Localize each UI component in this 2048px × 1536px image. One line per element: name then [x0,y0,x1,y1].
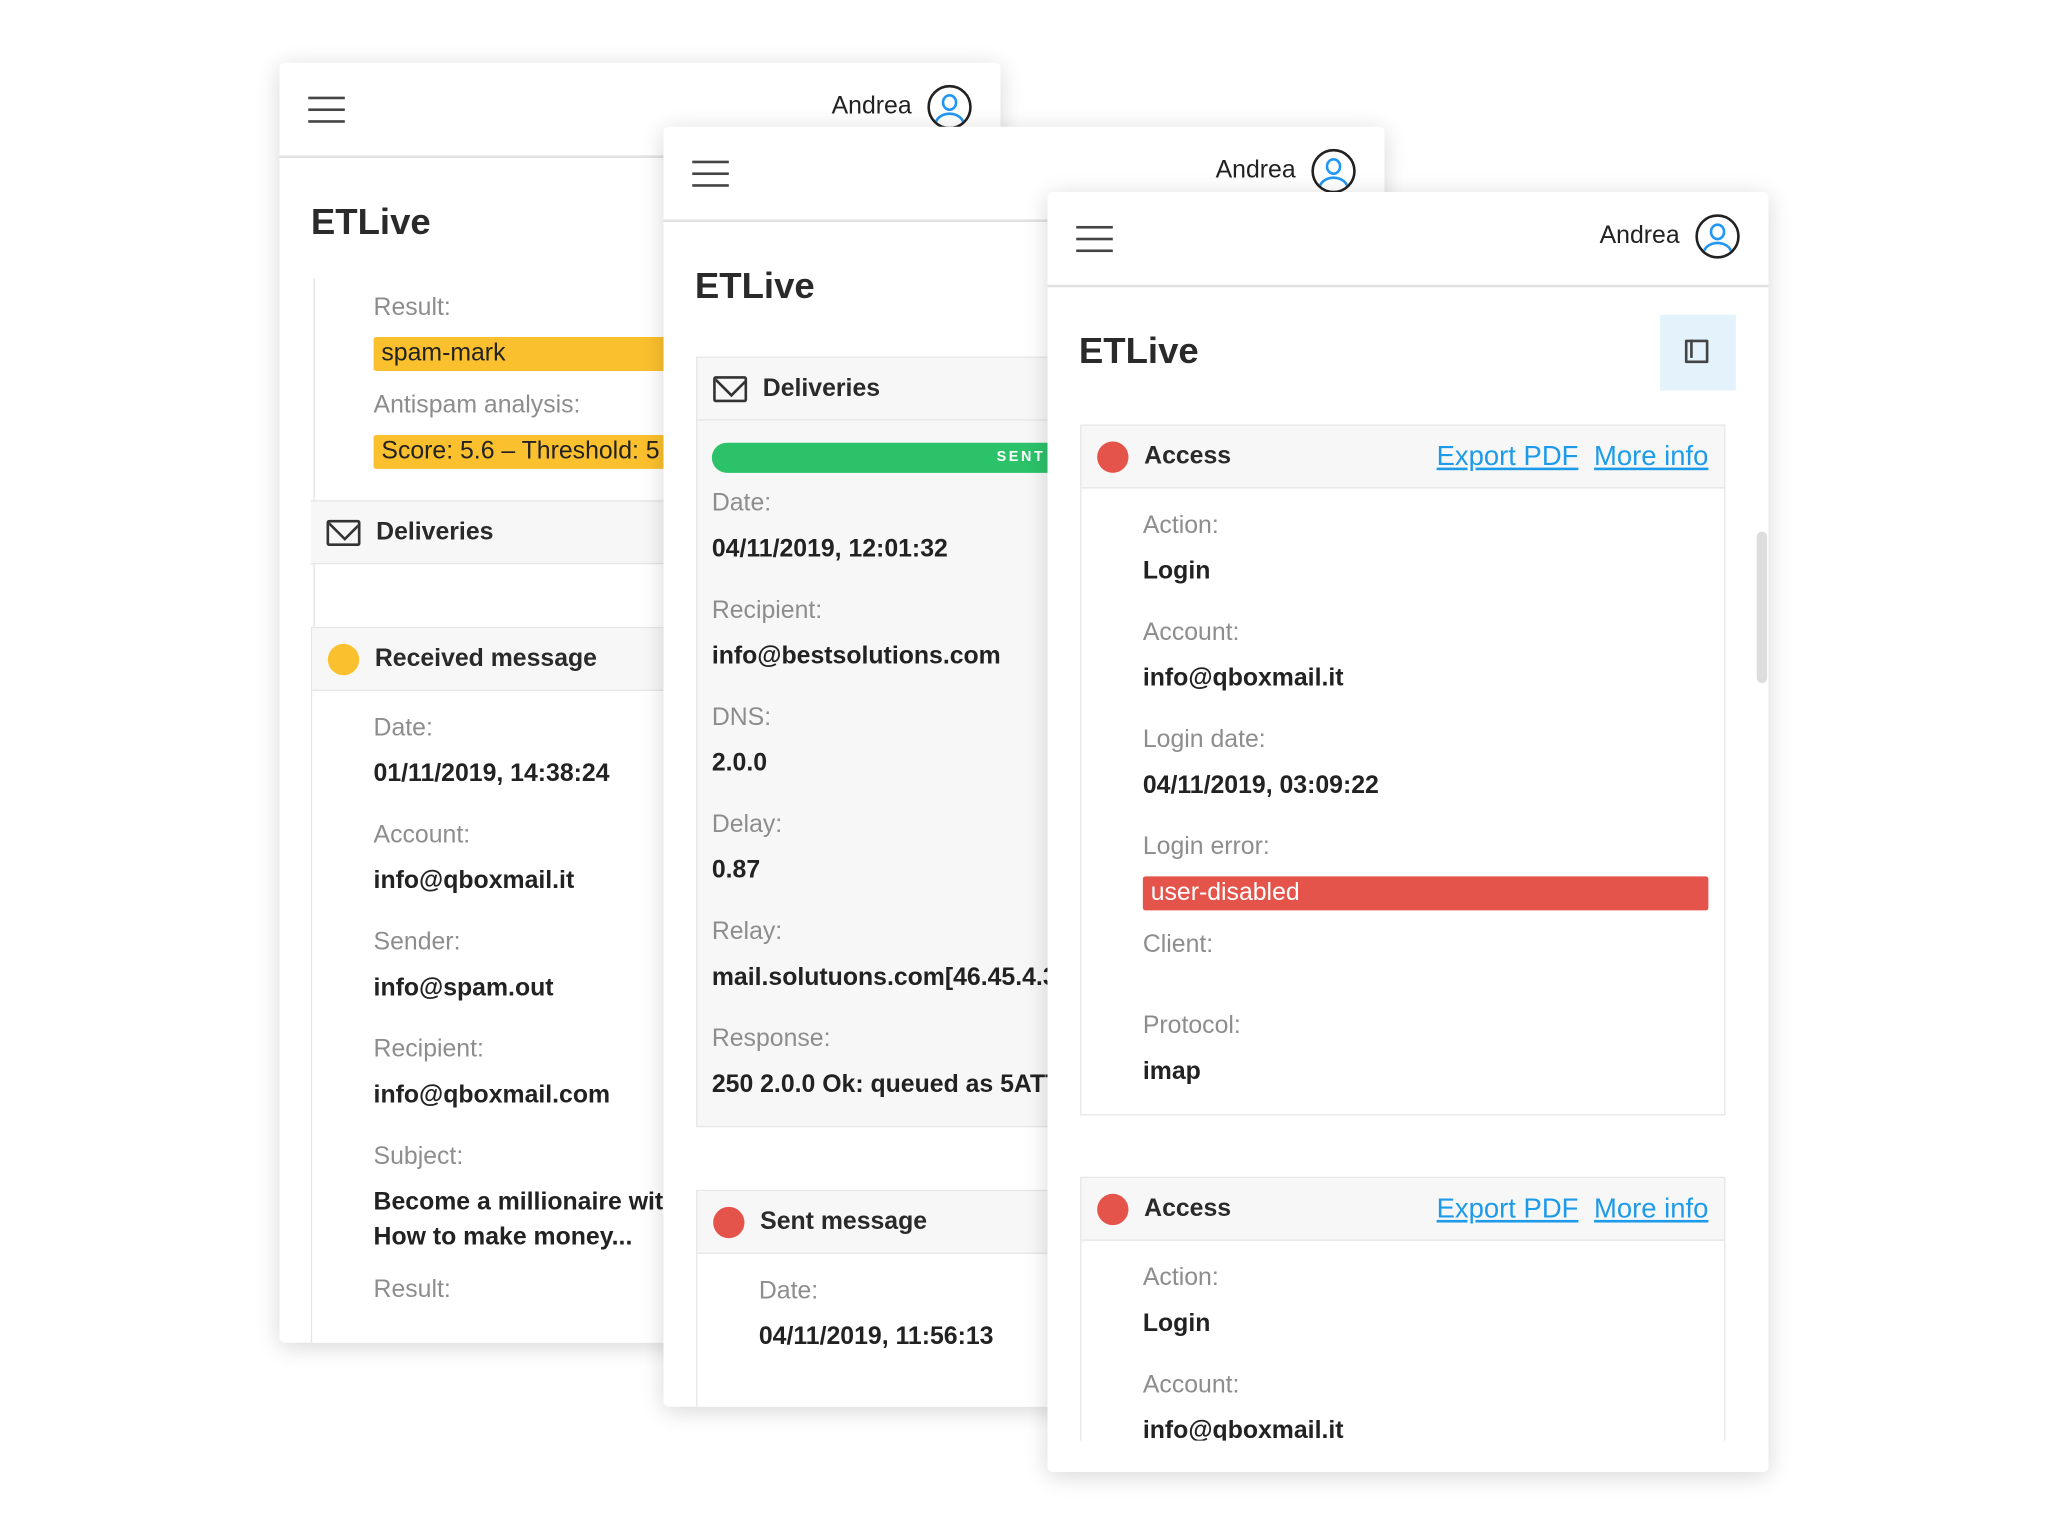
status-label: SENT [996,449,1046,465]
app-header: Andrea [279,63,1001,159]
field-label: Client: [1142,931,1214,959]
card-title: Received message [374,644,597,672]
status-dot [1097,1193,1129,1225]
field-value: 0.87 [711,856,761,885]
user-menu[interactable]: Andrea [1599,214,1740,259]
field-value [1143,965,1709,991]
field-label: Recipient: [711,596,823,625]
envelope-icon [326,519,361,546]
field-label: Protocol: [1142,1012,1241,1040]
field-value: 2.0.0 [711,749,768,778]
page-title: ETLive [310,201,431,242]
user-circle-icon[interactable] [1695,214,1740,259]
field-value: Login [1142,557,1211,586]
field-label: Account: [1142,619,1240,647]
field-label: Date: [758,1277,819,1305]
user-menu[interactable]: Andrea [831,84,972,130]
panel-access: Andrea ETLive Access Export PDF More inf… [1047,191,1769,1472]
card-title: Access [1144,1194,1232,1222]
page-title: ETLive [1078,330,1199,371]
field-label: Relay: [711,918,783,946]
page-title: ETLive [694,265,815,306]
field-label: Login date: [1142,726,1266,754]
export-pdf-link[interactable]: Export PDF [1436,440,1579,471]
login-error-badge: user-disabled [1142,876,1709,911]
access-card: Access Export PDF More info Action: Logi… [1080,424,1726,1116]
hamburger-icon[interactable] [1076,225,1113,253]
field-label: Date: [711,489,772,518]
export-pdf-link[interactable]: Export PDF [1436,1193,1579,1224]
user-circle-icon[interactable] [927,84,972,130]
field-label: Recipient: [373,1035,484,1064]
more-info-link[interactable]: More info [1594,440,1709,471]
field-value: 250 2.0.0 Ok: queued as 5ATT5 [711,1071,1075,1099]
scrollbar[interactable] [1756,531,1768,684]
field-label: Result: [373,293,451,322]
field-label: Login error: [1142,833,1270,861]
field-label: Response: [711,1025,831,1053]
delivery-fields: Date: 04/11/2019, 12:01:32 Recipient: in… [712,485,1074,1128]
field-label: DNS: [711,703,772,732]
hamburger-icon[interactable] [308,96,345,123]
field-label: Date: [373,714,433,742]
field-value: info@qboxmail.it [373,867,575,895]
field-value: Login [1142,1310,1211,1338]
more-info-link[interactable]: More info [1594,1193,1709,1224]
subject-value: Become a millionaire with How to make mo… [374,1177,679,1255]
user-name: Andrea [1215,156,1296,185]
user-name: Andrea [1599,222,1680,250]
book-icon [1684,339,1709,364]
field-label: Account: [373,821,471,849]
field-value: info@spam.out [373,974,554,1002]
guide-button[interactable] [1660,314,1736,391]
field-value: info@bestsolutions.com [711,642,1001,671]
status-dot [1097,440,1129,473]
field-value: mail.solutuons.com[46.45.4.3 [711,963,1057,992]
field-label: Subject: [373,1142,464,1171]
user-circle-icon[interactable] [1311,148,1356,194]
field-label: Sender: [373,928,461,957]
deliveries-label: Deliveries [376,517,494,546]
field-label: Account: [1142,1371,1240,1399]
app-header: Andrea [1047,192,1769,288]
field-label: Action: [1142,511,1219,540]
user-menu[interactable]: Andrea [1215,148,1356,194]
card-title: Access [1144,442,1232,470]
deliveries-label: Deliveries [762,374,881,402]
field-label: Antispam analysis: [373,391,581,420]
field-value: imap [1142,1057,1201,1086]
field-value: 04/11/2019, 11:56:13 [758,1323,994,1351]
subject-line: How to make money... [373,1223,633,1252]
field-value: info@qboxmail.it [1142,1417,1344,1441]
field-value: info@qboxmail.com [373,1081,611,1109]
card-title: Sent message [760,1207,928,1235]
field-label: Delay: [711,811,783,839]
status-dot [327,643,360,675]
app-header: Andrea [663,127,1385,223]
scroll-content: ETLive Access Export PDF More info Actio… [1048,287,1769,1441]
status-dot [713,1206,745,1238]
user-name: Andrea [831,92,912,121]
field-label: Result: [373,1276,451,1304]
subject-line: Become a millionaire with [373,1188,679,1216]
hamburger-icon[interactable] [692,160,729,187]
field-value: 04/11/2019, 12:01:32 [711,535,948,563]
access-card: Access Export PDF More info Action: Logi… [1080,1176,1726,1441]
field-value: 04/11/2019, 03:09:22 [1142,771,1379,800]
field-label: Action: [1142,1264,1219,1292]
envelope-icon [713,375,748,402]
field-value: 01/11/2019, 14:38:24 [373,760,610,788]
field-value: info@qboxmail.it [1142,664,1344,693]
